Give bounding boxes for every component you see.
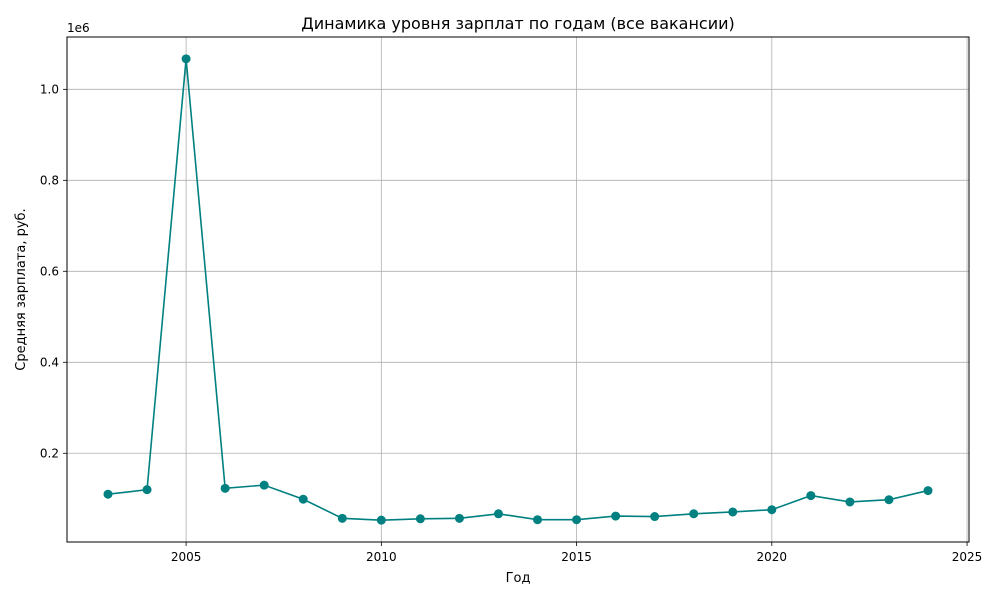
x-tick-label: 2025 [952, 550, 983, 564]
data-point [923, 486, 933, 496]
x-tick-label: 2020 [757, 550, 788, 564]
data-point [650, 512, 660, 522]
data-point [767, 505, 777, 515]
x-axis-label: Год [506, 571, 531, 586]
y-tick-label: 0.8 [40, 173, 59, 187]
data-point [259, 480, 269, 490]
data-point [181, 54, 191, 64]
data-point [572, 515, 582, 525]
plot-frame [66, 36, 970, 543]
data-point [376, 515, 386, 525]
data-point [220, 483, 230, 493]
y-axis-label: Средняя зарплата, руб. [14, 208, 29, 370]
y-axis-offset-label: 1e6 [67, 21, 90, 35]
chart-title: Динамика уровня зарплат по годам (все ва… [301, 14, 735, 33]
series-layer [103, 54, 933, 525]
y-tick-label: 1.0 [40, 82, 59, 96]
data-point [884, 495, 894, 505]
x-axis-ticks: 2005 2010 2015 2020 2025 [171, 542, 982, 564]
data-point [493, 509, 503, 519]
data-point [415, 514, 425, 524]
data-point [689, 509, 699, 519]
y-axis-ticks: 0.2 0.4 0.6 0.8 1.0 [40, 82, 67, 460]
y-tick-label: 0.6 [40, 264, 59, 278]
data-point [142, 485, 152, 495]
data-point [845, 497, 855, 507]
grid [67, 37, 969, 542]
x-tick-label: 2015 [561, 550, 592, 564]
data-point [806, 491, 816, 501]
data-point [454, 513, 464, 523]
data-point [611, 511, 621, 521]
data-point [298, 494, 308, 504]
salary-series-line [107, 58, 929, 521]
y-tick-label: 0.2 [40, 446, 59, 460]
data-point [728, 507, 738, 517]
x-tick-label: 2005 [171, 550, 202, 564]
data-point [337, 513, 347, 523]
data-point [103, 489, 113, 499]
x-tick-label: 2010 [366, 550, 397, 564]
data-point [533, 515, 543, 525]
y-tick-label: 0.4 [40, 355, 59, 369]
